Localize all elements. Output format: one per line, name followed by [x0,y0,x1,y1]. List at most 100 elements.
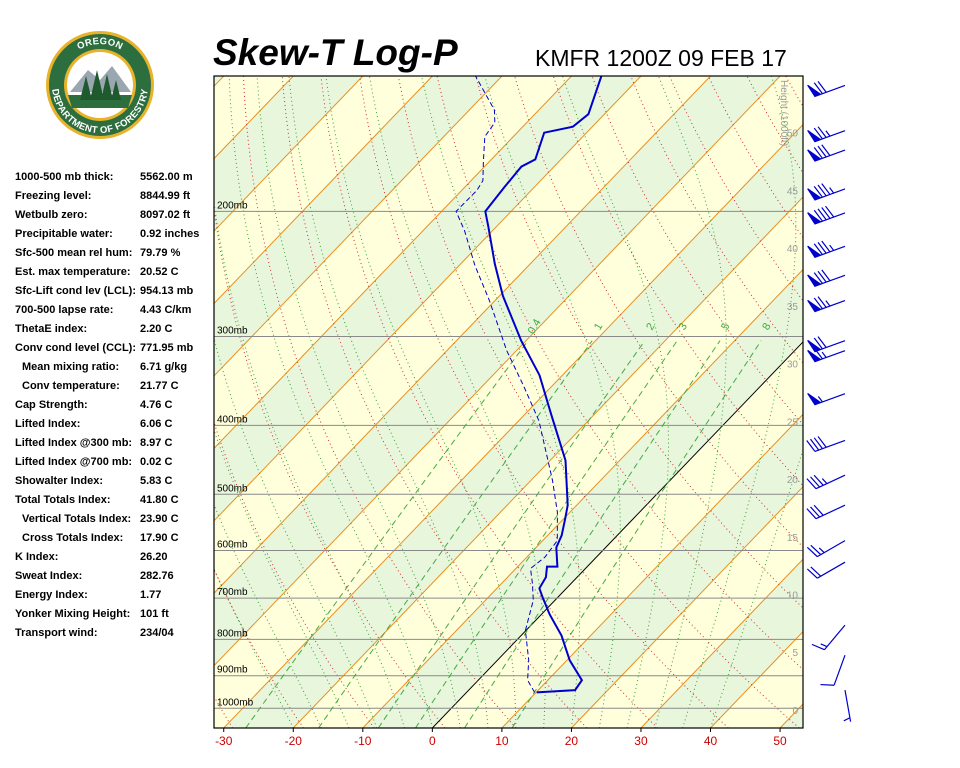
height-tick-label: 25 [787,417,799,428]
wind-barb [807,240,846,259]
index-label: Lifted Index @700 mb: [15,456,132,468]
index-label: Lifted Index: [15,418,80,430]
wind-barb [807,183,846,201]
height-axis-label: Height (1000ft) [778,80,789,146]
moist-adiabat [214,428,350,728]
index-label: Cross Totals Index: [22,532,123,544]
dry-adiabat [630,76,803,364]
mixing-ratio-label: 5 [719,321,732,332]
mixing-ratio-line [415,340,678,728]
temperature-band [214,76,224,87]
temperature-band [214,76,803,728]
x-tick-label: -30 [215,734,233,748]
moist-adiabat [256,76,461,728]
index-value: 282.76 [140,570,174,582]
index-label: Est. max temperature: [15,266,131,278]
isotherm [223,123,803,728]
dry-adiabat [397,76,800,728]
moist-adiabat [654,76,727,728]
index-value: 954.13 mb [140,285,193,297]
height-tick-label: 15 [787,533,799,544]
chart-subtitle: KMFR 1200Z 09 FEB 17 [535,45,787,71]
isotherm [214,76,364,232]
index-label: Yonker Mixing Height: [15,608,130,620]
logo-top-text: OREGON [75,36,124,52]
indices-panel: 1000-500 mb thick: 5562.00 m Freezing leve… [15,171,199,639]
index-value: 26.20 [140,551,168,563]
wind-barb [807,126,846,143]
index-label: K Index: [15,551,58,563]
temperature-line [484,76,603,694]
moist-adiabat [369,76,546,728]
x-tick-label: 0 [429,734,436,748]
index-value: 8.97 C [140,437,172,449]
moist-adiabat [214,199,405,728]
index-value: 1.77 [140,589,161,601]
wind-barb [807,205,846,225]
y-tick-label: 800mb [217,628,248,639]
index-label: Sfc-500 mean rel hum: [15,247,132,259]
index-label: Transport wind: [15,627,98,639]
index-value: 0.92 inches [140,228,199,240]
y-tick-label: 300mb [217,326,248,337]
y-tick-label: 200mb [217,200,248,211]
wind-barbs [806,81,852,722]
isotherm [779,703,803,728]
plot-background [214,76,803,728]
height-tick-label: 30 [787,360,799,371]
mixing-ratio-label: 2 [644,321,657,332]
index-label: Conv cond level (CCL): [15,342,136,354]
chart-title: Skew-T Log-P [213,32,458,73]
index-value: 6.06 C [140,418,172,430]
isotherm [362,268,803,728]
height-tick-label: 10 [787,591,799,602]
index-value: 17.90 C [140,532,179,544]
y-tick-label: 700mb [217,587,248,598]
index-label: Vertical Totals Index: [22,513,131,525]
isotherm [214,76,572,450]
index-value: 6.71 g/kg [140,361,187,373]
index-value: 234/04 [140,627,175,639]
index-value: 23.90 C [140,513,179,525]
dry-adiabat [669,76,803,302]
isotherm [214,76,503,377]
index-value: 20.52 C [140,266,179,278]
mixing-ratio-label: 8 [760,321,773,332]
isotherm [571,486,803,728]
wind-barb [806,561,846,579]
index-value: 79.79 % [140,247,181,259]
y-tick-label: 900mb [217,665,248,676]
isotherm [214,76,642,522]
mixing-ratio-label: 3 [677,321,690,332]
wind-barb [807,392,846,406]
height-tick-label: 20 [787,475,799,486]
index-label: Conv temperature: [22,380,120,392]
x-tick-label: 20 [565,734,579,748]
dry-adiabat [785,76,803,108]
plot-frame [213,75,804,729]
wind-barb [806,436,846,452]
dry-adiabat [242,76,517,728]
wind-barb [820,654,846,686]
y-tick-label: 500mb [217,483,248,494]
x-tick-label: -10 [354,734,372,748]
x-tick-label: 30 [634,734,648,748]
height-tick-label: 0 [792,706,798,717]
height-tick-label: 5 [792,648,798,659]
index-label: Cap Strength: [15,399,88,411]
mixing-ratio-label: 1 [592,321,605,332]
wind-barb [806,540,846,558]
x-tick-label: -20 [285,734,303,748]
y-tick-label: 400mb [217,414,248,425]
height-tick-label: 35 [787,302,799,313]
isotherm [292,196,803,728]
moist-adiabat [228,76,433,728]
index-value: 771.95 mb [140,342,193,354]
y-tick-label: 1000mb [217,697,254,708]
mixing-ratio-line [377,340,646,728]
height-tick-label: 45 [787,186,799,197]
wind-barb [843,690,852,722]
index-label: 700-500 lapse rate: [15,304,113,316]
height-tick-label: 50 [787,129,799,140]
